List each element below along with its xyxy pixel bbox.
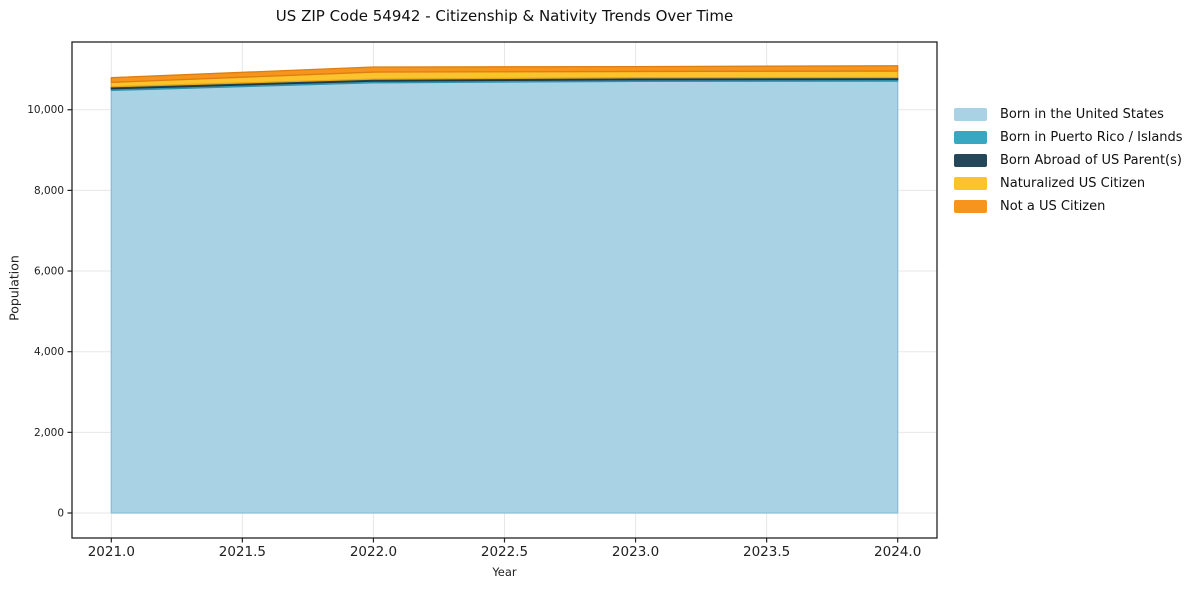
y-tick-label: 8,000 [34,185,64,197]
legend-label: Not a US Citizen [1000,199,1106,214]
y-tick-label: 0 [57,507,64,519]
legend-label: Born in the United States [1000,107,1164,122]
axis-ticks [67,109,899,543]
x-tick-label: 2022.0 [350,544,397,560]
legend-swatch-puerto-rico-icon [954,131,987,144]
legend-label: Naturalized US Citizen [1000,176,1146,191]
x-tick-label: 2023.5 [743,544,790,560]
legend-label: Born in Puerto Rico / Islands [1000,130,1183,145]
legend-item: Not a US Citizen [954,195,1183,218]
y-tick-label: 2,000 [34,427,64,439]
legend-item: Born Abroad of US Parent(s) [954,149,1183,172]
axis-tick-labels: 2021.0 2021.5 2022.0 2022.5 2023.0 2023.5 2024… [27,104,921,560]
x-tick-label: 2022.5 [481,544,528,560]
x-tick-label: 2024.0 [874,544,921,560]
area-series-0 [110,80,899,514]
y-tick-label: 10,000 [27,104,64,116]
y-axis-label: Population [6,255,22,321]
legend: Born in the United States Born in Puerto… [954,103,1183,218]
legend-item: Naturalized US Citizen [954,172,1183,195]
x-tick-label: 2023.0 [612,544,659,560]
legend-label: Born Abroad of US Parent(s) [1000,153,1182,168]
x-tick-label: 2021.0 [88,544,135,560]
legend-item: Born in Puerto Rico / Islands [954,126,1183,149]
area-series-4 [110,65,899,83]
chart-title: US ZIP Code 54942 - Citizenship & Nativi… [275,7,734,25]
y-tick-label: 4,000 [34,346,64,358]
legend-swatch-naturalized-icon [954,177,987,190]
legend-item: Born in the United States [954,103,1183,126]
x-axis-label: Year [492,565,517,579]
x-tick-label: 2021.5 [219,544,266,560]
legend-swatch-born-abroad-icon [954,154,987,167]
stacked-areas [110,65,899,514]
legend-swatch-born-us-icon [954,108,987,121]
y-tick-label: 6,000 [34,266,64,278]
legend-swatch-not-citizen-icon [954,200,987,213]
